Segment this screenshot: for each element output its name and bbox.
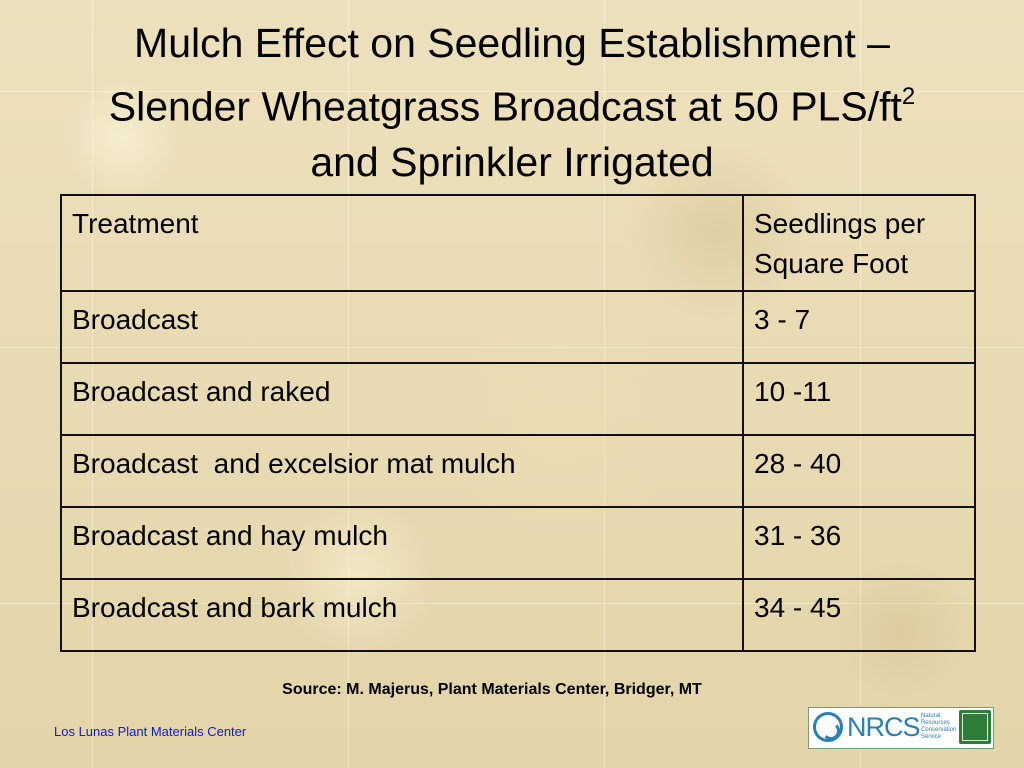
title-line-2: Slender Wheatgrass Broadcast at 50 PLS/f… [108, 83, 902, 130]
table-row: Broadcast and bark mulch 34 - 45 [60, 578, 976, 652]
nrcs-logo: NRCS Natural Resources Conservation Serv… [808, 707, 994, 749]
slide-title: Mulch Effect on Seedling Establishment –… [0, 16, 1024, 190]
seedling-table: Treatment Seedlings per Square Foot Broa… [60, 194, 976, 652]
table-header-row: Treatment Seedlings per Square Foot [60, 194, 976, 292]
seedlings-cell: 34 - 45 [742, 578, 976, 652]
header-seedlings: Seedlings per Square Foot [742, 194, 976, 292]
footer-text: Los Lunas Plant Materials Center [54, 724, 247, 739]
plant-materials-badge-icon [959, 710, 991, 744]
header-treatment: Treatment [60, 194, 744, 292]
seedlings-cell: 28 - 40 [742, 434, 976, 508]
treatment-cell: Broadcast and raked [60, 362, 744, 436]
source-citation: Source: M. Majerus, Plant Materials Cent… [282, 681, 702, 698]
treatment-cell: Broadcast and bark mulch [60, 578, 744, 652]
seedlings-cell: 3 - 7 [742, 290, 976, 364]
table-row: Broadcast and raked 10 -11 [60, 362, 976, 436]
title-line-3: and Sprinkler Irrigated [310, 138, 714, 185]
table-row: Broadcast and excelsior mat mulch 28 - 4… [60, 434, 976, 508]
seedlings-cell: 10 -11 [742, 362, 976, 436]
seedlings-cell: 31 - 36 [742, 506, 976, 580]
table-row: Broadcast 3 - 7 [60, 290, 976, 364]
treatment-cell: Broadcast and hay mulch [60, 506, 744, 580]
nrcs-water-drop-icon [813, 712, 843, 742]
title-superscript: 2 [901, 83, 916, 110]
title-line-1: Mulch Effect on Seedling Establishment – [134, 20, 890, 66]
table-row: Broadcast and hay mulch 31 - 36 [60, 506, 976, 580]
treatment-cell: Broadcast and excelsior mat mulch [60, 434, 744, 508]
nrcs-wordmark: NRCS [847, 712, 921, 742]
agency-name: Natural Resources Conservation Service [921, 713, 957, 740]
treatment-cell: Broadcast [60, 290, 744, 364]
